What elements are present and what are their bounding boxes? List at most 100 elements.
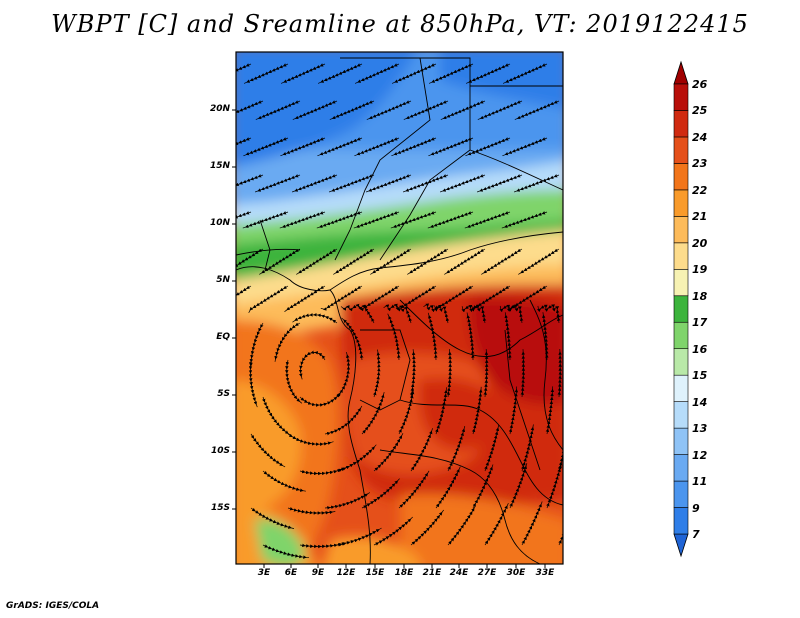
- streamline: [298, 350, 326, 380]
- grads-credit: GrADS: IGES/COLA: [6, 601, 100, 611]
- streamline: [373, 349, 381, 398]
- streamline: [398, 470, 430, 509]
- streamline: [292, 100, 338, 120]
- colorbar-level-label: 16: [692, 342, 708, 356]
- colorbar-segment: [673, 216, 689, 244]
- streamline: [521, 424, 535, 472]
- streamline: [427, 312, 438, 361]
- lat-label: EQ: [216, 332, 230, 342]
- colorbar-min-arrow: [673, 533, 689, 558]
- streamline: [287, 433, 334, 446]
- streamline: [370, 248, 412, 275]
- streamline: [299, 391, 342, 407]
- streamline: [262, 470, 306, 492]
- colorbar-level-label: 26: [692, 78, 708, 91]
- colorbar-segment: [673, 242, 689, 270]
- lon-label: 30E: [506, 568, 526, 578]
- streamline: [545, 386, 555, 435]
- lat-label: 20N: [209, 104, 230, 114]
- streamline: [280, 63, 326, 84]
- streamline: [243, 63, 289, 84]
- streamline: [542, 312, 549, 361]
- lat-label: 10N: [209, 218, 230, 228]
- streamline: [446, 349, 452, 398]
- streamline: [484, 424, 500, 472]
- streamline: [280, 137, 326, 157]
- streamline: [248, 359, 258, 408]
- lon-label: 21E: [422, 568, 442, 578]
- colorbar-level-label: 19: [692, 263, 708, 277]
- lon-label: 3E: [257, 568, 271, 578]
- colorbar-level-label: 12: [692, 448, 708, 462]
- streamline: [410, 428, 433, 472]
- country-borders: [236, 57, 563, 564]
- lon-label: 27E: [477, 568, 497, 578]
- streamline: [465, 63, 511, 84]
- colorbar-segment: [673, 480, 689, 508]
- streamline: [521, 501, 543, 546]
- streamline: [558, 502, 563, 546]
- streamline: [373, 516, 413, 546]
- streamline: [366, 100, 412, 120]
- streamline: [471, 386, 483, 435]
- streamline: [502, 137, 548, 157]
- streamline: [336, 352, 351, 398]
- colorbar-max-arrow: [673, 60, 689, 85]
- colorbar-level-label: 23: [692, 157, 708, 171]
- lat-label: 10S: [210, 446, 230, 456]
- streamline: [484, 503, 509, 546]
- streamline: [537, 304, 561, 324]
- streamline: [236, 63, 252, 83]
- colorbar-level-label: 24: [692, 130, 708, 144]
- streamline: [435, 387, 448, 435]
- streamline: [236, 285, 252, 311]
- lat-label: 15S: [210, 503, 230, 513]
- streamline: [324, 492, 371, 510]
- streamline: [262, 396, 291, 436]
- streamline: [514, 100, 560, 120]
- streamline: [236, 248, 264, 274]
- streamline: [316, 211, 363, 229]
- streamline: [508, 285, 548, 312]
- streamline: [502, 63, 548, 84]
- colorbar-segment: [673, 507, 689, 535]
- lat-label: 15N: [209, 161, 230, 171]
- colorbar-segment: [673, 374, 689, 402]
- streamline: [262, 544, 310, 559]
- lon-label: 15E: [365, 568, 385, 578]
- lon-label: 33E: [535, 568, 555, 578]
- streamline: [466, 312, 475, 361]
- colorbar-segment: [673, 136, 689, 164]
- colorbar-level-label: 9: [692, 501, 700, 515]
- colorbar-level-label: 14: [692, 395, 708, 409]
- streamline: [236, 174, 264, 192]
- streamline: [434, 285, 474, 312]
- streamline: [236, 137, 252, 156]
- streamline: [320, 285, 363, 311]
- streamline: [396, 285, 437, 312]
- colorbar-segment: [673, 295, 689, 323]
- streamline: [472, 464, 494, 509]
- streamline: [279, 211, 326, 229]
- streamline: [546, 462, 562, 509]
- lon-label: 24E: [449, 568, 469, 578]
- colorbar-level-label: 15: [692, 369, 708, 383]
- streamline: [428, 137, 474, 157]
- streamline: [557, 348, 562, 398]
- streamline: [336, 527, 382, 547]
- colorbar-level-label: 11: [692, 475, 708, 489]
- streamline: [333, 248, 375, 275]
- streamline: [242, 211, 289, 229]
- streamline: [477, 100, 523, 120]
- streamline: [476, 174, 523, 193]
- streamline: [317, 63, 363, 84]
- wbpt-field: [236, 52, 563, 564]
- streamline: [508, 386, 519, 435]
- streamline: [259, 248, 301, 275]
- map-frame: [235, 51, 564, 565]
- streamline: [390, 211, 437, 229]
- streamline: [504, 312, 512, 361]
- streamline: [501, 211, 548, 229]
- streamline: [440, 100, 486, 120]
- colorbar-segment: [673, 83, 689, 111]
